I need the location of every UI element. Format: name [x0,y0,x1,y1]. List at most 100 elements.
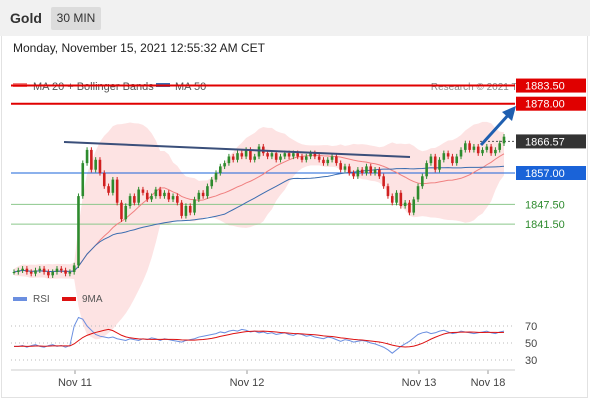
candle-body-0 [12,272,16,273]
timeframe-badge[interactable]: 30 MIN [51,7,101,30]
candle-body-67 [300,156,304,160]
target-arrow [479,111,512,147]
level-tag-1878.00 [516,96,586,111]
trend-line [63,141,411,158]
candle-body-39 [180,202,183,216]
candle-body-26 [124,206,128,220]
legend-rsi-ma-swatch [62,297,76,301]
candle-body-60 [270,153,274,157]
level-label-1878.00: 1878.00 [525,99,565,111]
candle-body-93 [412,199,416,213]
candle-body-81 [360,169,364,173]
candle-body-20 [98,159,102,173]
candle-body-76 [339,163,342,170]
x-label-1: Nov 12 [230,377,265,389]
candle-body-91 [403,202,407,206]
legend-ma20-label: MA 20 + Bollinger Bands [33,81,154,93]
candle-body-44 [201,192,205,197]
candle-body-51 [231,156,235,160]
candle-body-87 [386,186,390,197]
candle-body-53 [240,153,244,157]
candle-body-74 [330,156,334,160]
candle-body-114 [502,136,506,144]
bollinger-band [14,121,504,340]
candle-body-17 [85,149,89,164]
x-label-3: Nov 18 [471,377,506,389]
candle-body-50 [227,156,231,164]
candle-body-23 [111,179,115,193]
candle-body-1 [16,270,20,272]
rsi-tick-30: 30 [525,355,537,367]
candle-body-57 [257,146,261,157]
candle-body-45 [206,186,209,197]
candle-body-83 [369,166,373,173]
candle-body-95 [421,176,424,187]
candle-body-34 [158,189,162,197]
candle-body-107 [472,146,476,150]
candle-body-82 [365,166,368,173]
candle-body-19 [94,159,97,170]
legend-ma50-label: MA 50 [175,81,206,93]
candle-body-13 [68,272,72,274]
candle-body-22 [107,186,110,193]
candle-body-31 [145,192,149,200]
candle-body-75 [335,156,338,164]
candle-body-102 [451,156,454,164]
chart-datetime: Monday, November 15, 2021 12:55:32 AM CE… [13,41,265,55]
candle-body-84 [373,169,377,173]
candle-body-103 [455,156,459,164]
candle-body-90 [399,192,403,206]
candle-body-109 [481,149,484,154]
chart-frame [1,36,588,398]
candle-body-28 [133,196,136,203]
last-price-label: 1866.57 [525,136,565,148]
candle-body-80 [356,169,360,177]
candle-body-105 [464,143,467,150]
legend-rsi-label: RSI [33,294,50,305]
candle-body-78 [347,166,351,173]
candle-body-41 [188,206,192,213]
candle-body-14 [72,265,76,272]
candle-body-92 [408,202,411,213]
candle-body-66 [296,153,299,157]
candle-body-79 [352,173,355,177]
candle-body-85 [378,169,381,177]
rsi-line [14,316,505,354]
level-label-1847.50: 1847.50 [525,199,565,211]
candle-body-25 [120,202,123,220]
candle-body-4 [29,272,33,274]
candle-body-3 [25,268,29,272]
candle-body-89 [395,192,398,203]
last-price-tag [516,134,586,149]
candle-body-37 [171,196,175,200]
candle-body-11 [59,268,63,271]
candle-body-2 [21,268,24,271]
candle-body-101 [446,153,450,157]
candle-body-98 [433,156,437,170]
candle-body-48 [219,166,222,173]
candle-body-42 [193,199,196,213]
candle-body-110 [485,146,489,150]
candle-body-32 [150,196,153,200]
candle-body-88 [390,196,394,203]
candle-body-43 [197,192,201,200]
candle-body-100 [442,153,446,160]
candle-body-12 [64,270,67,274]
candle-body-99 [438,159,441,170]
candle-body-69 [309,153,312,157]
x-label-2: Nov 13 [402,377,437,389]
candle-body-86 [382,176,385,187]
candle-body-96 [425,163,428,177]
candle-body-36 [167,192,171,200]
candle-body-5 [34,270,37,274]
candle-body-30 [141,189,145,193]
candle-body-113 [498,143,502,150]
candle-body-8 [47,272,50,276]
candle-body-33 [154,189,158,197]
candle-body-56 [253,156,257,160]
level-label-1857.00: 1857.00 [525,168,565,180]
candle-body-62 [279,156,282,160]
candle-body-35 [163,192,166,197]
level-tag-1883.50 [516,78,586,93]
